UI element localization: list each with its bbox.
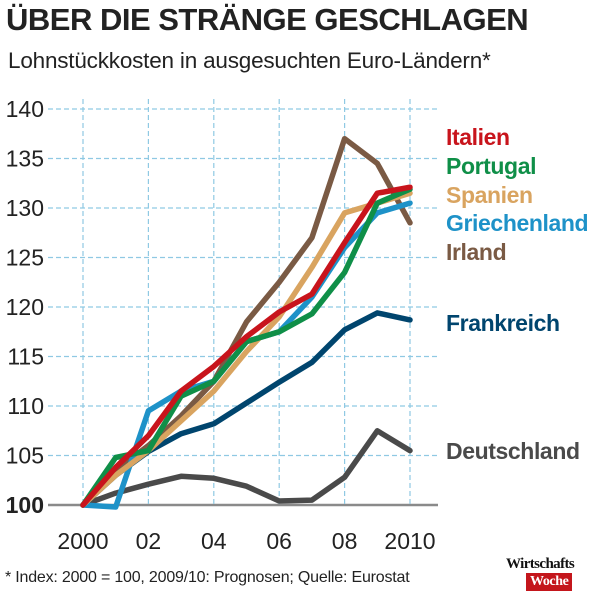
y-tick-label-130: 130 bbox=[6, 195, 44, 221]
y-tick-label-120: 120 bbox=[6, 294, 44, 320]
y-tick-label-115: 115 bbox=[7, 344, 44, 370]
x-axis-tick-labels: 2000 02 04 06 08 2010 bbox=[57, 528, 435, 554]
logo-text-line1: Wirtschafts bbox=[506, 556, 575, 572]
x-tick-label-2000: 2000 bbox=[57, 528, 108, 554]
y-tick-label-105: 105 bbox=[6, 443, 44, 469]
chart-title: ÜBER DIE STRÄNGE GESCHLAGEN bbox=[6, 2, 529, 37]
series-line-portugal bbox=[80, 186, 413, 508]
series-line-spanien bbox=[80, 190, 413, 508]
series-line-deutschland bbox=[80, 428, 413, 508]
legend-label-frankreich: Frankreich bbox=[446, 310, 560, 336]
y-tick-label-125: 125 bbox=[6, 245, 44, 271]
x-tick-label-2010: 2010 bbox=[384, 528, 435, 554]
legend-label-italien: Italien bbox=[446, 124, 510, 150]
x-tick-label-2006: 06 bbox=[266, 528, 292, 554]
logo-text-line2: Woche bbox=[526, 573, 573, 591]
legend-label-irland: Irland bbox=[446, 239, 506, 265]
publisher-logo: Wirtschafts Woche bbox=[506, 556, 590, 592]
legend-label-portugal: Portugal bbox=[446, 153, 536, 179]
chart-subtitle: Lohnstückkosten in ausgesuchten Euro-Län… bbox=[8, 48, 491, 73]
y-tick-label-140: 140 bbox=[6, 96, 44, 122]
footnote: * Index: 2000 = 100, 2009/10: Prognosen;… bbox=[5, 569, 410, 586]
legend-label-spanien: Spanien bbox=[446, 182, 533, 208]
line-chart: 100 105 110 115 120 125 130 135 140 2000 02 04 06 08… bbox=[6, 96, 589, 554]
x-tick-label-2002: 02 bbox=[136, 528, 162, 554]
series-line-italien bbox=[80, 184, 413, 508]
y-tick-label-110: 110 bbox=[7, 393, 44, 419]
y-tick-label-100: 100 bbox=[6, 492, 44, 518]
legend-label-griechenland: Griechenland bbox=[446, 210, 588, 236]
y-tick-label-135: 135 bbox=[6, 146, 44, 172]
x-tick-label-2008: 08 bbox=[332, 528, 358, 554]
series-lines bbox=[80, 135, 413, 510]
grid-lines bbox=[48, 99, 438, 507]
x-tick-label-2004: 04 bbox=[201, 528, 227, 554]
y-axis-tick-labels: 100 105 110 115 120 125 130 135 140 bbox=[6, 96, 44, 518]
legend-label-deutschland: Deutschland bbox=[446, 438, 580, 464]
